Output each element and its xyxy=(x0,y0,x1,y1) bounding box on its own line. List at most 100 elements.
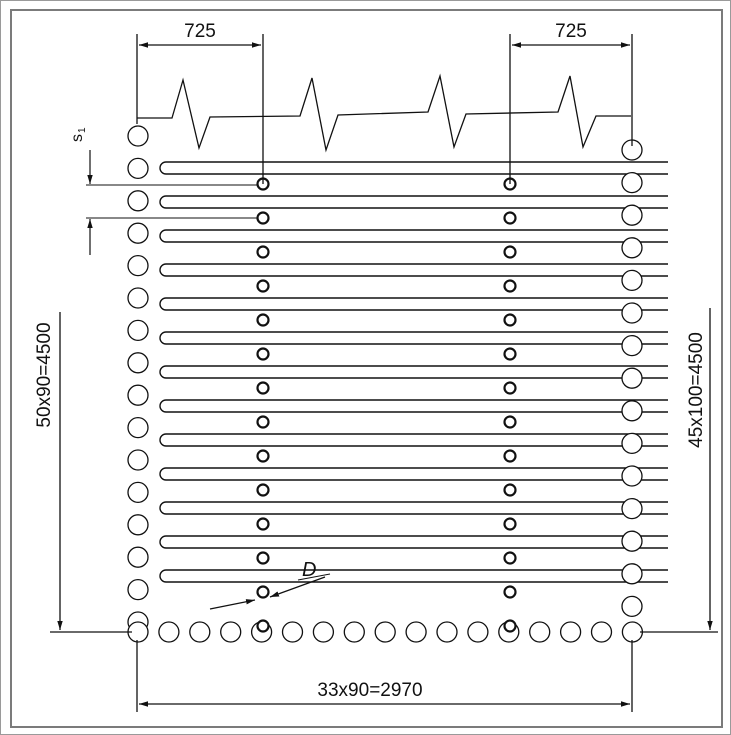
bottom-header-circle xyxy=(405,621,427,643)
support-circle-left xyxy=(256,279,270,293)
left-header-circle xyxy=(127,222,149,244)
support-circle-right xyxy=(503,347,517,361)
tube-bend xyxy=(159,467,668,481)
support-circle-left xyxy=(256,619,270,633)
right-header-circle xyxy=(621,497,643,520)
support-circle-right xyxy=(503,245,517,259)
bottom-header-circle xyxy=(374,621,396,643)
d-leader-left xyxy=(209,599,256,610)
tube-bend xyxy=(159,535,668,549)
right-header-circle xyxy=(621,400,643,422)
support-circle-left xyxy=(256,585,270,599)
left-header-circle xyxy=(127,578,149,601)
tube-bend xyxy=(159,399,668,413)
bottom-header-circle xyxy=(220,621,242,643)
dim-left-label: 50x90=4500 xyxy=(34,322,55,427)
support-circle-right xyxy=(503,313,517,327)
bottom-header-circle xyxy=(189,621,211,643)
right-header-circle xyxy=(621,367,643,389)
left-header-circle xyxy=(127,514,149,536)
bottom-header-circle xyxy=(529,621,551,643)
d-label: D xyxy=(302,559,316,581)
bottom-header-circle xyxy=(467,621,489,643)
support-circle-left xyxy=(256,245,270,259)
left-header-circle xyxy=(127,416,149,439)
bottom-header-circle xyxy=(621,621,644,643)
left-header-circle xyxy=(127,384,149,406)
support-circle-left xyxy=(256,483,270,497)
bottom-header-circle xyxy=(436,621,458,643)
support-circle-left xyxy=(256,449,270,463)
svg-text:s: s xyxy=(69,134,86,142)
support-circle-right xyxy=(503,619,517,633)
right-header-circle xyxy=(621,465,643,487)
support-circle-left xyxy=(256,347,270,361)
support-circle-left xyxy=(256,517,270,531)
support-circle-right xyxy=(503,381,517,395)
left-header-circle xyxy=(127,319,149,342)
right-header-circle xyxy=(621,334,643,357)
support-circle-right xyxy=(503,517,517,531)
left-header-circle xyxy=(127,352,149,374)
tube-bend xyxy=(159,569,668,583)
support-circle-left xyxy=(256,211,270,225)
bottom-header-circle xyxy=(343,621,365,643)
tube-bend xyxy=(159,195,668,209)
support-circle-left xyxy=(256,313,270,327)
support-circle-left xyxy=(256,381,270,395)
right-header-circle xyxy=(621,432,643,455)
left-header-circle xyxy=(127,190,149,212)
figure-inner-border xyxy=(10,9,723,728)
tube-bend xyxy=(159,263,668,277)
bottom-header-circle xyxy=(281,621,304,643)
dim-bottom-label: 33x90=2970 xyxy=(317,680,422,701)
left-header-circle xyxy=(127,546,149,568)
s1-label: s 1 xyxy=(69,127,88,142)
tube-bend xyxy=(159,365,668,379)
tube-bend xyxy=(159,331,668,345)
support-circle-right xyxy=(503,415,517,429)
dim-right-label: 45x100=4500 xyxy=(686,332,707,448)
support-circles xyxy=(256,177,517,633)
right-header-circle xyxy=(621,269,643,292)
right-header-circle xyxy=(621,237,643,259)
bottom-header-circles xyxy=(127,621,644,643)
serpentine-tubes xyxy=(159,161,668,583)
svg-text:1: 1 xyxy=(77,127,88,133)
left-header-circle xyxy=(127,287,149,309)
bottom-header-circle xyxy=(590,621,613,643)
support-circle-right xyxy=(503,211,517,225)
right-header-circles xyxy=(621,139,643,618)
left-header-circle xyxy=(127,125,149,147)
break-line xyxy=(137,73,631,153)
support-circle-right xyxy=(503,585,517,599)
support-circle-right xyxy=(503,449,517,463)
support-circle-right xyxy=(503,551,517,565)
bottom-header-circle xyxy=(158,621,180,643)
left-header-circle xyxy=(127,157,149,180)
support-circle-right xyxy=(503,483,517,497)
left-header-circles xyxy=(127,125,149,633)
dim-top-left-label: 725 xyxy=(184,21,216,42)
dim-top-right-label: 725 xyxy=(555,21,587,42)
bottom-header-circle xyxy=(559,621,582,643)
left-header-circle xyxy=(127,449,149,471)
right-header-circle xyxy=(621,530,643,552)
left-header-circle xyxy=(127,254,149,277)
tube-bend xyxy=(159,501,668,515)
left-header-circle xyxy=(127,481,149,504)
support-circle-left xyxy=(256,551,270,565)
support-circle-left xyxy=(256,415,270,429)
right-header-circle xyxy=(621,595,643,618)
d-label-underline xyxy=(297,573,331,581)
tube-bend xyxy=(159,297,668,311)
bottom-header-circle xyxy=(312,621,335,643)
tube-bend xyxy=(159,161,668,175)
right-header-circle xyxy=(621,563,643,585)
tube-bend xyxy=(159,433,668,447)
right-header-circle xyxy=(621,171,643,194)
support-circle-right xyxy=(503,279,517,293)
tube-bend xyxy=(159,229,668,243)
